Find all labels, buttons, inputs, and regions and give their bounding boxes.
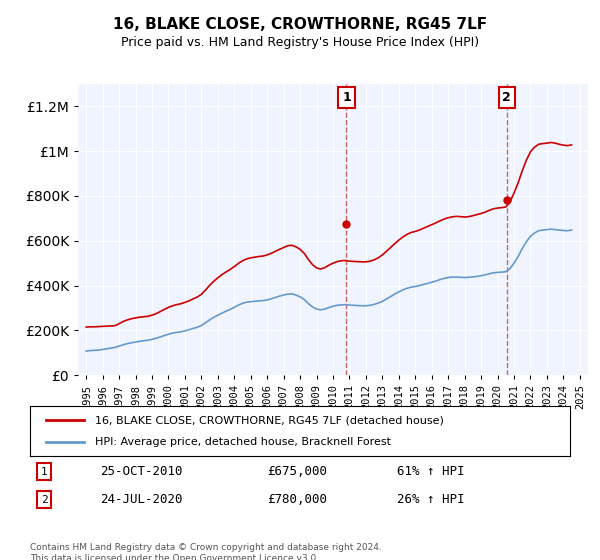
Text: 61% ↑ HPI: 61% ↑ HPI [397,465,465,478]
Text: 25-OCT-2010: 25-OCT-2010 [100,465,182,478]
Text: 1: 1 [342,91,351,104]
Text: Price paid vs. HM Land Registry's House Price Index (HPI): Price paid vs. HM Land Registry's House … [121,36,479,49]
Text: 26% ↑ HPI: 26% ↑ HPI [397,493,465,506]
Text: 16, BLAKE CLOSE, CROWTHORNE, RG45 7LF: 16, BLAKE CLOSE, CROWTHORNE, RG45 7LF [113,17,487,32]
Text: 1: 1 [41,467,47,477]
Text: 16, BLAKE CLOSE, CROWTHORNE, RG45 7LF (detached house): 16, BLAKE CLOSE, CROWTHORNE, RG45 7LF (d… [95,415,443,425]
Text: £675,000: £675,000 [268,465,328,478]
Text: 24-JUL-2020: 24-JUL-2020 [100,493,182,506]
Text: HPI: Average price, detached house, Bracknell Forest: HPI: Average price, detached house, Brac… [95,437,391,447]
Text: 2: 2 [41,495,47,505]
Text: Contains HM Land Registry data © Crown copyright and database right 2024.
This d: Contains HM Land Registry data © Crown c… [30,543,382,560]
Text: £780,000: £780,000 [268,493,328,506]
Text: 2: 2 [502,91,511,104]
